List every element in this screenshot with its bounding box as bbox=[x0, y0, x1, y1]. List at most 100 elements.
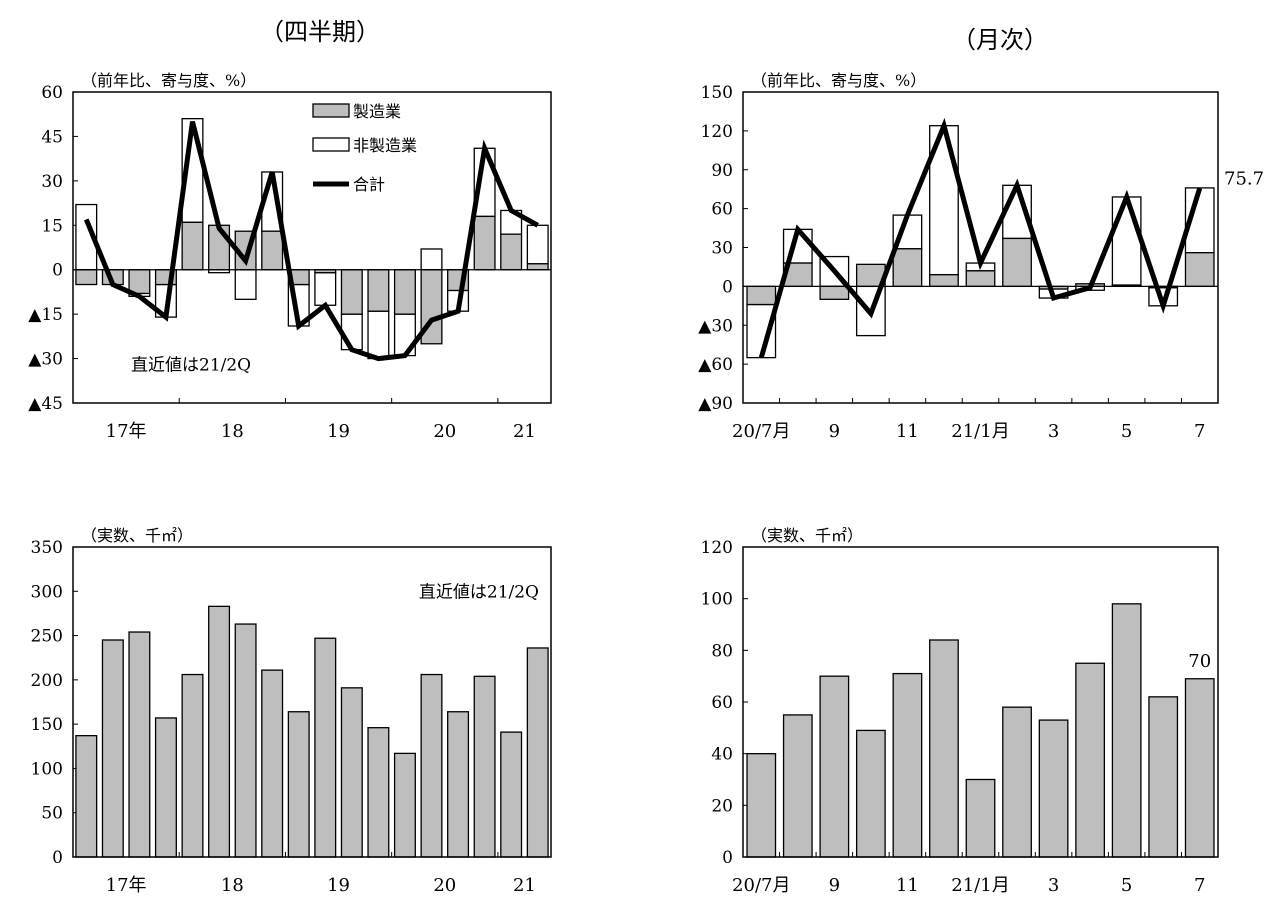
x-tick-label: 11 bbox=[896, 421, 919, 442]
y-tick-label: 100 bbox=[31, 759, 63, 779]
bar-level bbox=[855, 729, 886, 858]
latest-value-note: 直近値は21/2Q bbox=[131, 356, 251, 376]
bar-manufacturing bbox=[181, 221, 204, 271]
bar-level bbox=[447, 711, 470, 858]
y-tick-label: 40 bbox=[711, 745, 733, 765]
plot-border bbox=[72, 91, 552, 404]
title-monthly: （月次） bbox=[952, 26, 1048, 54]
bar-level bbox=[420, 673, 443, 858]
bar-level bbox=[208, 605, 231, 858]
y-tick-label: ▲60 bbox=[698, 355, 733, 375]
x-tick-label: 7 bbox=[1194, 421, 1205, 442]
bar-level bbox=[75, 735, 98, 858]
y-tick-label: 30 bbox=[711, 239, 733, 259]
bar-manufacturing bbox=[1184, 252, 1215, 288]
y-tick-label: 50 bbox=[41, 804, 63, 824]
y-tick-label: ▲30 bbox=[28, 350, 63, 370]
plot-border bbox=[72, 546, 552, 858]
x-tick-label: 17年 bbox=[106, 421, 147, 442]
y-tick-label: 90 bbox=[711, 161, 733, 181]
y-tick-label: 150 bbox=[701, 83, 733, 103]
bar-non-manufacturing bbox=[420, 248, 443, 271]
last-value-label: 75.7 bbox=[1224, 168, 1264, 189]
x-tick-label: 18 bbox=[221, 421, 244, 442]
bar-manufacturing bbox=[367, 269, 390, 312]
last-value-label: 70 bbox=[1188, 651, 1211, 672]
x-tick-label: 3 bbox=[1048, 421, 1059, 442]
x-tick-label: 9 bbox=[829, 421, 840, 442]
bar-level bbox=[314, 637, 337, 858]
chart-quarterly-contribution: ▲45 ▲30 ▲15 0 15 30 45 60 （前年比、寄与度、%） 17年 18 19 20 21… bbox=[28, 71, 552, 442]
x-tick-label: 17年 bbox=[106, 875, 147, 896]
bar-level bbox=[965, 778, 996, 858]
bar-manufacturing bbox=[746, 285, 777, 306]
bar-non-manufacturing bbox=[1111, 196, 1142, 286]
bar-manufacturing bbox=[892, 248, 923, 288]
y-tick-label: ▲15 bbox=[28, 305, 63, 325]
x-tick-label: 3 bbox=[1048, 875, 1059, 896]
bar-level bbox=[261, 669, 284, 858]
y-tick-label: 300 bbox=[31, 582, 63, 602]
bar-level bbox=[819, 675, 850, 858]
y-tick-label: 100 bbox=[701, 590, 733, 610]
q-level-unit-label: （実数、千㎡） bbox=[81, 526, 193, 545]
y-tick-label: 60 bbox=[41, 83, 63, 103]
y-tick-label: ▲45 bbox=[28, 394, 63, 414]
y-tick-label: 30 bbox=[41, 172, 63, 192]
bar-level bbox=[1002, 706, 1032, 858]
x-tick-label: 5 bbox=[1121, 875, 1132, 896]
x-tick-label: 11 bbox=[896, 875, 919, 896]
legend-swatch-non-manufacturing bbox=[312, 137, 350, 152]
x-tick-label: 20 bbox=[433, 875, 456, 896]
y-tick-label: 250 bbox=[31, 627, 63, 647]
bar-level bbox=[154, 717, 177, 858]
bar-level bbox=[1148, 696, 1179, 858]
bar-manufacturing bbox=[500, 233, 523, 271]
legend-label-non-manufacturing: 非製造業 bbox=[353, 136, 417, 155]
bar-level bbox=[393, 752, 416, 858]
plot-border bbox=[742, 91, 1219, 404]
x-tick-label: 18 bbox=[221, 875, 244, 896]
y-tick-label: 60 bbox=[711, 693, 733, 713]
bar-manufacturing bbox=[1002, 237, 1032, 288]
y-tick-label: 150 bbox=[31, 715, 63, 735]
x-tick-label: 7 bbox=[1194, 875, 1205, 896]
bar-level bbox=[181, 673, 204, 858]
y-tick-label: ▲30 bbox=[698, 316, 733, 336]
x-tick-label: 20/7月 bbox=[732, 421, 790, 442]
bar-level bbox=[1111, 603, 1142, 858]
bar-manufacturing bbox=[75, 269, 98, 286]
bar-level bbox=[101, 639, 124, 858]
m-contrib-unit-label: （前年比、寄与度、%） bbox=[751, 71, 926, 90]
y-tick-label: 120 bbox=[701, 122, 733, 142]
y-tick-label: 0 bbox=[722, 277, 733, 297]
y-tick-label: 60 bbox=[711, 200, 733, 220]
bar-manufacturing bbox=[819, 285, 850, 300]
y-tick-label: 20 bbox=[711, 796, 733, 816]
y-tick-label: 200 bbox=[31, 671, 63, 691]
title-quarterly: （四半期） bbox=[260, 18, 380, 46]
x-tick-label: 5 bbox=[1121, 421, 1132, 442]
x-tick-label: 19 bbox=[327, 421, 350, 442]
bar-level bbox=[1038, 719, 1069, 858]
x-tick-label: 20/7月 bbox=[732, 875, 790, 896]
x-tick-label: 21/1月 bbox=[951, 875, 1009, 896]
x-tick-label: 21/1月 bbox=[951, 421, 1009, 442]
bar-non-manufacturing bbox=[367, 310, 390, 360]
y-tick-label: 120 bbox=[701, 538, 733, 558]
q-contrib-unit-label: （前年比、寄与度、%） bbox=[81, 71, 256, 90]
y-tick-label: 0 bbox=[52, 848, 63, 868]
y-tick-label: 80 bbox=[711, 641, 733, 661]
legend-label-manufacturing: 製造業 bbox=[353, 102, 401, 121]
bar-level bbox=[128, 631, 151, 858]
bar-level bbox=[1184, 678, 1215, 858]
bar-level bbox=[473, 675, 496, 858]
bar-manufacturing bbox=[929, 274, 959, 288]
legend-label-total: 合計 bbox=[353, 175, 385, 194]
bar-manufacturing bbox=[261, 230, 284, 271]
bar-manufacturing bbox=[393, 269, 416, 315]
bar-level bbox=[340, 687, 363, 858]
bar-manufacturing bbox=[526, 263, 549, 271]
chart-quarterly-level: 0 50 100 150 200 250 300 350 （実数、千㎡） 17年 18 19 20 21 直… bbox=[31, 526, 552, 896]
